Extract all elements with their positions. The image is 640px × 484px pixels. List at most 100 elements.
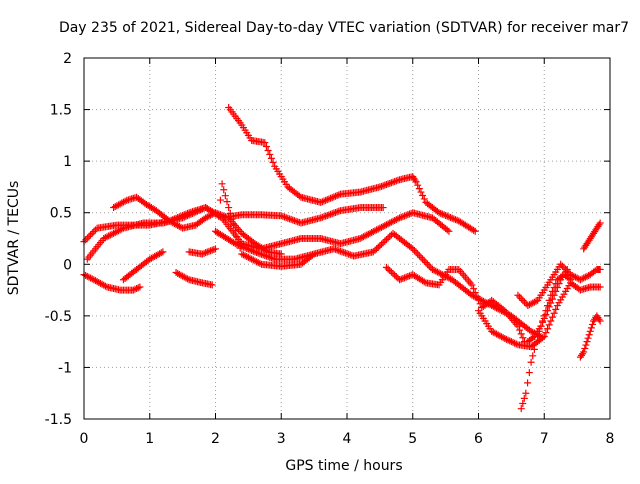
data-point bbox=[266, 150, 274, 158]
data-point bbox=[396, 214, 404, 222]
data-point bbox=[407, 244, 415, 252]
data-point bbox=[473, 292, 481, 300]
data-point bbox=[445, 227, 453, 235]
data-point bbox=[544, 325, 552, 333]
data-point bbox=[238, 242, 246, 250]
data-point bbox=[511, 339, 519, 347]
data-point bbox=[519, 400, 527, 408]
data-point bbox=[327, 194, 335, 202]
data-point bbox=[539, 334, 547, 342]
data-point bbox=[386, 232, 394, 240]
data-point bbox=[180, 213, 188, 221]
data-point bbox=[333, 246, 341, 254]
data-point bbox=[583, 272, 591, 280]
data-point bbox=[333, 192, 341, 200]
data-point bbox=[373, 245, 381, 253]
data-point bbox=[182, 212, 190, 220]
data-point bbox=[419, 192, 427, 200]
data-point bbox=[287, 215, 295, 223]
data-point bbox=[335, 191, 343, 199]
data-point bbox=[369, 248, 377, 256]
data-point bbox=[401, 212, 409, 220]
data-point bbox=[267, 254, 275, 262]
data-point bbox=[83, 272, 91, 280]
data-point bbox=[573, 274, 581, 282]
data-point bbox=[379, 239, 387, 247]
data-point bbox=[230, 239, 238, 247]
data-point bbox=[82, 271, 90, 279]
series-arc-p bbox=[524, 265, 571, 346]
series-arc-h bbox=[225, 104, 479, 235]
data-point bbox=[447, 214, 455, 222]
data-point bbox=[392, 216, 400, 224]
data-point bbox=[331, 245, 339, 253]
x-tick-label: 2 bbox=[211, 431, 220, 447]
data-point bbox=[88, 229, 96, 237]
data-point bbox=[410, 247, 418, 255]
data-point bbox=[195, 207, 203, 215]
data-point bbox=[384, 265, 392, 273]
data-point bbox=[376, 242, 384, 250]
data-point bbox=[343, 250, 351, 258]
data-point bbox=[509, 338, 517, 346]
data-point bbox=[529, 334, 537, 342]
x-tick-label: 3 bbox=[277, 431, 286, 447]
data-point bbox=[243, 253, 251, 261]
data-point bbox=[453, 216, 461, 224]
data-point bbox=[587, 324, 595, 332]
data-point bbox=[382, 221, 390, 229]
data-point bbox=[322, 196, 330, 204]
data-point bbox=[207, 247, 215, 255]
data-point bbox=[374, 243, 382, 251]
data-point bbox=[90, 228, 98, 236]
y-axis-label: SDTVAR / TECUs bbox=[6, 181, 22, 296]
data-point bbox=[188, 209, 196, 217]
data-point bbox=[266, 253, 274, 261]
y-tick-label: -1.5 bbox=[45, 412, 72, 428]
data-point bbox=[368, 228, 376, 236]
data-point bbox=[376, 183, 384, 191]
data-point bbox=[235, 241, 243, 249]
data-point bbox=[264, 253, 272, 261]
data-point bbox=[121, 197, 129, 205]
data-point bbox=[519, 296, 527, 304]
data-point bbox=[136, 283, 144, 291]
data-point bbox=[588, 320, 596, 328]
data-point bbox=[340, 248, 348, 256]
data-point bbox=[320, 197, 328, 205]
data-point bbox=[442, 211, 450, 219]
data-point bbox=[364, 230, 372, 238]
data-point bbox=[470, 226, 478, 234]
data-point bbox=[85, 273, 93, 281]
data-point bbox=[251, 257, 259, 265]
data-point bbox=[545, 321, 553, 329]
data-point bbox=[378, 182, 386, 190]
x-tick-label: 0 bbox=[80, 431, 89, 447]
data-point bbox=[445, 274, 453, 282]
data-point bbox=[542, 329, 550, 337]
data-point bbox=[184, 275, 192, 283]
data-point bbox=[560, 264, 568, 272]
data-point bbox=[567, 276, 575, 284]
data-point bbox=[582, 341, 590, 349]
data-point bbox=[529, 299, 537, 307]
data-point bbox=[522, 389, 530, 397]
data-point bbox=[415, 185, 423, 193]
data-point bbox=[323, 211, 331, 219]
data-point bbox=[409, 245, 417, 253]
data-point bbox=[129, 286, 137, 294]
data-point bbox=[218, 180, 226, 188]
data-point bbox=[412, 248, 420, 256]
data-point bbox=[330, 245, 338, 253]
data-point bbox=[212, 245, 219, 253]
y-tick-label: 1 bbox=[63, 154, 72, 170]
y-tick-label: 0 bbox=[63, 257, 72, 273]
series-arc-j bbox=[382, 263, 529, 346]
data-point bbox=[516, 293, 524, 301]
series-arc-l bbox=[514, 260, 604, 310]
data-point bbox=[333, 208, 341, 216]
data-point bbox=[542, 311, 550, 319]
data-point bbox=[184, 212, 192, 220]
data-point bbox=[514, 322, 522, 330]
data-point bbox=[207, 211, 215, 219]
